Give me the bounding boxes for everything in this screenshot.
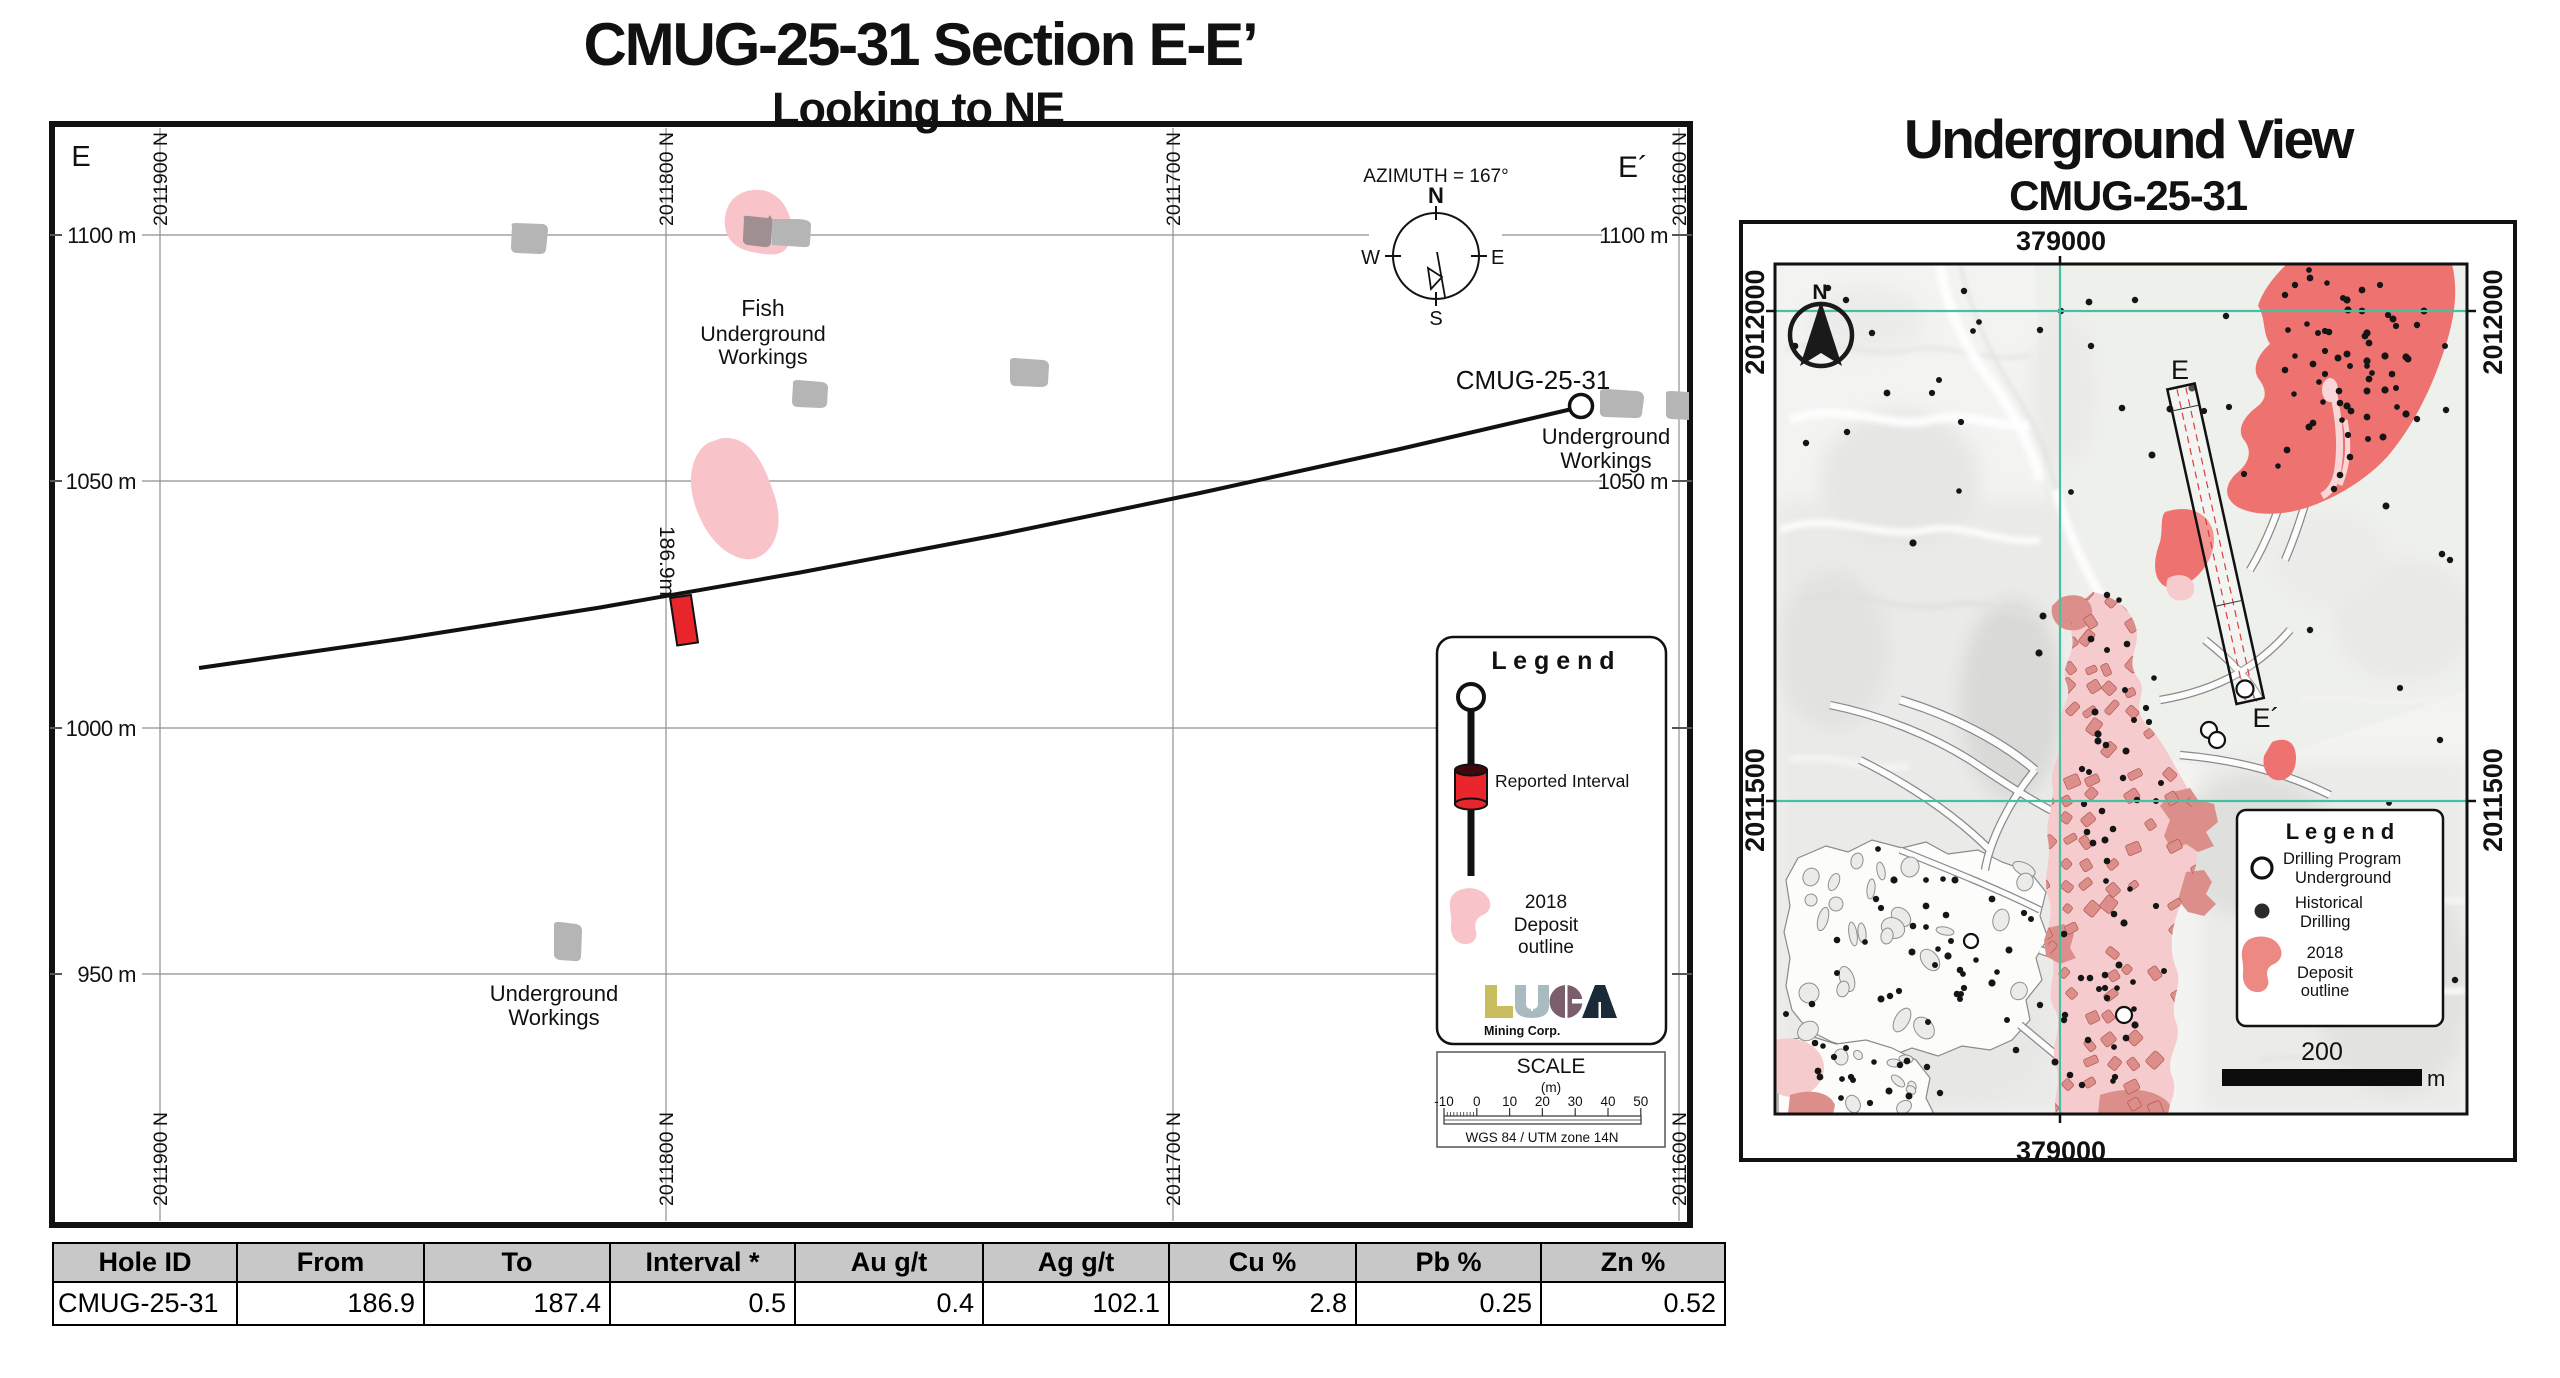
svg-text:-10: -10 [1434,1094,1454,1109]
svg-text:2011600 N: 2011600 N [1669,1112,1691,1206]
svg-text:1000 m: 1000 m [66,716,136,741]
svg-text:WGS 84 / UTM zone 14N: WGS 84 / UTM zone 14N [1465,1130,1618,1145]
svg-text:AZIMUTH = 167°: AZIMUTH = 167° [1363,166,1508,187]
svg-text:1050 m: 1050 m [66,469,136,494]
svg-text:(m): (m) [1541,1080,1561,1095]
svg-text:N: N [1812,281,1827,304]
svg-text:2011500: 2011500 [2478,748,2508,852]
svg-text:outline: outline [2301,982,2350,1000]
svg-text:2011800 N: 2011800 N [656,1112,678,1206]
svg-text:2011500: 2011500 [1740,748,1770,852]
svg-text:379000: 379000 [2016,1136,2106,1166]
svg-text:2011600 N: 2011600 N [1669,132,1691,226]
svg-text:2011700 N: 2011700 N [1163,1112,1185,1206]
svg-text:200: 200 [2301,1038,2343,1066]
svg-text:Drilling Program: Drilling Program [2283,850,2401,868]
svg-text:2012000: 2012000 [2478,269,2508,374]
svg-text:Underground: Underground [490,981,618,1006]
svg-text:379000: 379000 [2016,226,2106,256]
svg-text:950 m: 950 m [77,962,136,987]
svg-text:Workings: Workings [508,1005,599,1030]
svg-text:50: 50 [1633,1094,1648,1109]
svg-text:L e g e n d: L e g e n d [2286,819,2394,844]
svg-text:2012000: 2012000 [1740,269,1770,374]
svg-text:CMUG-25-31: CMUG-25-31 [1456,365,1611,395]
svg-text:1050 m: 1050 m [1598,469,1668,494]
svg-text:Deposit: Deposit [1514,915,1579,936]
svg-text:Drilling: Drilling [2300,913,2350,931]
svg-text:Deposit: Deposit [2297,964,2353,982]
svg-text:Underground: Underground [2295,869,2391,887]
svg-text:2011900 N: 2011900 N [150,1112,172,1206]
svg-text:m: m [2427,1066,2445,1091]
svg-text:Underground: Underground [1542,424,1670,449]
svg-text:Workings: Workings [1560,448,1651,473]
svg-text:2011700 N: 2011700 N [1163,132,1185,226]
svg-text:Mining Corp.: Mining Corp. [1484,1024,1560,1038]
svg-text:CMUG-25-31: CMUG-25-31 [2009,172,2248,219]
svg-text:W: W [1361,247,1380,269]
svg-text:E: E [1491,247,1504,269]
svg-text:S: S [1429,308,1442,330]
svg-text:CMUG-25-31 Section E-E’: CMUG-25-31 Section E-E’ [584,11,1257,78]
svg-text:30: 30 [1568,1094,1583,1109]
svg-text:1100 m: 1100 m [67,223,136,248]
svg-text:Underground: Underground [700,322,826,346]
svg-text:E: E [2171,355,2189,385]
svg-text:2011800 N: 2011800 N [656,132,678,226]
svg-text:Underground View: Underground View [1904,108,2355,170]
svg-text:10: 10 [1502,1094,1517,1109]
svg-text:2018: 2018 [2307,944,2344,962]
svg-text:Reported Interval: Reported Interval [1495,771,1629,791]
svg-text:E´: E´ [2253,703,2280,733]
svg-text:2011900 N: 2011900 N [150,132,172,226]
svg-text:E´: E´ [1618,151,1648,184]
svg-text:Looking to NE: Looking to NE [772,83,1064,134]
svg-text:Historical: Historical [2295,894,2363,912]
svg-text:2018: 2018 [1525,892,1567,913]
svg-text:1100 m: 1100 m [1599,223,1668,248]
svg-text:Workings: Workings [718,345,807,369]
svg-text:40: 40 [1600,1094,1615,1109]
svg-text:outline: outline [1518,937,1574,958]
svg-text:0: 0 [1473,1094,1481,1109]
svg-text:20: 20 [1535,1094,1550,1109]
svg-text:L e g e n d: L e g e n d [1491,647,1614,675]
svg-text:N: N [1428,183,1444,208]
svg-text:E: E [71,141,90,173]
svg-text:SCALE: SCALE [1517,1055,1586,1078]
svg-text:Fish: Fish [741,295,784,321]
svg-text:186.9m: 186.9m [655,526,678,596]
